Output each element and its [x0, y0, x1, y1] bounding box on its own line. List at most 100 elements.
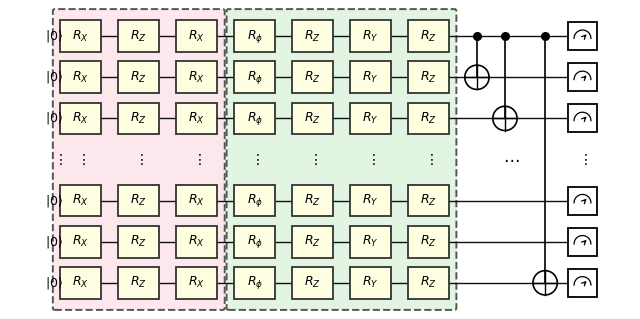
Text: $R_{X}$: $R_{X}$: [72, 70, 89, 85]
Text: $\vdots$: $\vdots$: [578, 152, 588, 167]
Bar: [292, 267, 333, 299]
Text: $R_{Z}$: $R_{Z}$: [304, 111, 321, 126]
Text: $|0\rangle$: $|0\rangle$: [45, 69, 63, 85]
Text: $R_{Z}$: $R_{Z}$: [420, 70, 436, 85]
Bar: [568, 22, 596, 50]
Text: $R_{Y}$: $R_{Y}$: [362, 275, 379, 290]
Bar: [350, 62, 391, 93]
Text: $R_{Z}$: $R_{Z}$: [420, 234, 436, 249]
Bar: [568, 228, 596, 256]
Bar: [408, 62, 449, 93]
Text: $R_{Z}$: $R_{Z}$: [131, 111, 147, 126]
Text: $R_{Z}$: $R_{Z}$: [304, 29, 321, 44]
Bar: [60, 62, 101, 93]
Bar: [292, 62, 333, 93]
Bar: [118, 267, 159, 299]
Text: $|0\rangle$: $|0\rangle$: [45, 110, 63, 126]
Bar: [118, 102, 159, 134]
Bar: [292, 226, 333, 257]
Bar: [350, 226, 391, 257]
Text: $\vdots$: $\vdots$: [76, 152, 86, 167]
Text: $R_{Y}$: $R_{Y}$: [362, 193, 379, 208]
Bar: [176, 267, 217, 299]
Text: $R_{Z}$: $R_{Z}$: [131, 275, 147, 290]
Bar: [234, 102, 275, 134]
Text: $R_{Y}$: $R_{Y}$: [362, 70, 379, 85]
Bar: [292, 102, 333, 134]
Text: $R_{Z}$: $R_{Z}$: [304, 193, 321, 208]
Bar: [408, 102, 449, 134]
Bar: [568, 269, 596, 297]
Text: $R_{X}$: $R_{X}$: [188, 234, 205, 249]
Bar: [118, 185, 159, 217]
Bar: [350, 267, 391, 299]
Bar: [350, 185, 391, 217]
Text: $R_{\phi}$: $R_{\phi}$: [246, 110, 262, 127]
Text: $R_{X}$: $R_{X}$: [188, 29, 205, 44]
Bar: [408, 185, 449, 217]
Text: $R_{Z}$: $R_{Z}$: [304, 275, 321, 290]
Bar: [568, 104, 596, 132]
Bar: [234, 226, 275, 257]
Bar: [118, 62, 159, 93]
Bar: [292, 20, 333, 52]
Text: $|0\rangle$: $|0\rangle$: [45, 234, 63, 250]
Text: $R_{Y}$: $R_{Y}$: [362, 234, 379, 249]
Text: $R_{Z}$: $R_{Z}$: [131, 29, 147, 44]
Bar: [60, 267, 101, 299]
Text: $R_{X}$: $R_{X}$: [72, 29, 89, 44]
Text: $|0\rangle$: $|0\rangle$: [45, 193, 63, 209]
Bar: [408, 226, 449, 257]
Text: $R_{X}$: $R_{X}$: [72, 275, 89, 290]
Bar: [176, 226, 217, 257]
Text: $\vdots$: $\vdots$: [424, 152, 433, 167]
Text: $R_{Z}$: $R_{Z}$: [304, 234, 321, 249]
Bar: [176, 62, 217, 93]
Text: $R_{Y}$: $R_{Y}$: [362, 111, 379, 126]
Bar: [568, 187, 596, 215]
Bar: [60, 20, 101, 52]
Text: $\vdots$: $\vdots$: [308, 152, 317, 167]
Bar: [408, 20, 449, 52]
Bar: [176, 185, 217, 217]
Text: $R_{\phi}$: $R_{\phi}$: [246, 233, 262, 250]
Text: $R_{\phi}$: $R_{\phi}$: [246, 274, 262, 291]
Bar: [176, 102, 217, 134]
Bar: [118, 20, 159, 52]
Bar: [118, 226, 159, 257]
Text: $R_{Z}$: $R_{Z}$: [131, 234, 147, 249]
Text: $R_{Z}$: $R_{Z}$: [420, 193, 436, 208]
FancyBboxPatch shape: [227, 9, 456, 310]
Text: $R_{X}$: $R_{X}$: [188, 70, 205, 85]
Bar: [60, 185, 101, 217]
Bar: [60, 102, 101, 134]
Text: $\vdots$: $\vdots$: [134, 152, 143, 167]
Text: $R_{\phi}$: $R_{\phi}$: [246, 28, 262, 45]
Bar: [176, 20, 217, 52]
Bar: [568, 63, 596, 91]
Text: $\vdots$: $\vdots$: [250, 152, 259, 167]
Bar: [234, 267, 275, 299]
Text: $R_{X}$: $R_{X}$: [188, 275, 205, 290]
Bar: [60, 226, 101, 257]
Bar: [234, 185, 275, 217]
Text: $|0\rangle$: $|0\rangle$: [45, 275, 63, 291]
Text: $R_{\phi}$: $R_{\phi}$: [246, 192, 262, 209]
Bar: [350, 20, 391, 52]
Text: $\vdots$: $\vdots$: [192, 152, 202, 167]
Text: $R_{Z}$: $R_{Z}$: [131, 193, 147, 208]
Bar: [292, 185, 333, 217]
Text: $R_{Y}$: $R_{Y}$: [362, 29, 379, 44]
Bar: [350, 102, 391, 134]
Text: $R_{Z}$: $R_{Z}$: [304, 70, 321, 85]
Text: $R_{X}$: $R_{X}$: [72, 111, 89, 126]
Text: $\cdots$: $\cdots$: [503, 151, 519, 168]
Bar: [234, 62, 275, 93]
Text: $R_{\phi}$: $R_{\phi}$: [246, 69, 262, 86]
FancyBboxPatch shape: [53, 9, 225, 310]
Text: $R_{X}$: $R_{X}$: [72, 234, 89, 249]
Text: $|0\rangle$: $|0\rangle$: [45, 28, 63, 44]
Text: $R_{Z}$: $R_{Z}$: [131, 70, 147, 85]
Bar: [408, 267, 449, 299]
Text: $R_{Z}$: $R_{Z}$: [420, 275, 436, 290]
